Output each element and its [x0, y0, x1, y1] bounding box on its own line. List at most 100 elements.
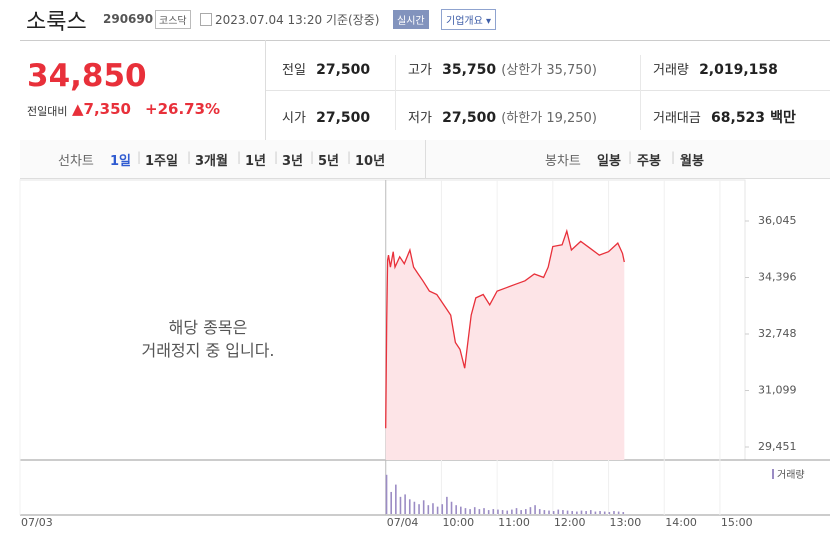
volume-bar: [487, 510, 490, 514]
period-tab[interactable]: 월봉: [680, 154, 704, 169]
change-rate: +26.73%: [145, 100, 221, 118]
period-tab[interactable]: 주봉: [637, 154, 661, 169]
y-tick-label: 29,451: [758, 440, 797, 453]
volume-bar: [413, 501, 416, 514]
volume-bar: [585, 511, 587, 514]
x-tick-label: 10:00: [442, 516, 474, 529]
tab-separator: |: [274, 150, 279, 164]
tab-separator: |: [137, 150, 142, 164]
cell-value: 27,500: [316, 62, 371, 78]
cell-value: 27,500: [316, 110, 371, 126]
volume-bar: [552, 511, 555, 514]
cell-label: 전일: [282, 63, 306, 78]
company-info-button[interactable]: 기업개요 ▾: [441, 9, 497, 30]
period-tab[interactable]: 3개월: [195, 154, 228, 169]
volume-bar: [422, 500, 425, 514]
volume-bar: [622, 512, 625, 514]
volume-bar: [613, 511, 615, 514]
price-area: [385, 231, 625, 460]
volume-bar: [548, 510, 550, 514]
cell-sub-value: 19,250: [546, 111, 592, 126]
period-tab[interactable]: 3년: [282, 154, 304, 169]
volume-bar: [599, 511, 601, 514]
cell-label: 거래대금: [653, 111, 701, 126]
x-tick-label: 11:00: [498, 516, 530, 529]
volume-bar: [566, 510, 569, 514]
period-tab[interactable]: 1년: [245, 154, 267, 169]
notice-line: 거래정지 중 입니다.: [141, 341, 275, 360]
notice-line: 해당 종목은: [168, 318, 248, 337]
volume-bar: [529, 507, 532, 514]
volume-bar: [418, 504, 420, 514]
divider: [265, 40, 266, 140]
volume-bar: [562, 510, 564, 514]
volume-bar: [594, 511, 597, 514]
volume-bar: [538, 509, 541, 514]
tab-separator: |: [310, 150, 315, 164]
x-tick-label: 07/03: [21, 516, 53, 529]
change-value: 7,350: [83, 100, 131, 118]
volume-bar: [460, 506, 462, 514]
legend-swatch: [772, 469, 774, 479]
x-tick-label: 12:00: [554, 516, 586, 529]
x-tick-label: 07/04: [387, 516, 419, 529]
volume-bar: [617, 511, 620, 514]
stock-name: 소룩스: [26, 10, 87, 35]
legend-label: 거래량: [777, 469, 805, 481]
volume-bar: [520, 510, 522, 514]
market-badge: 코스닥: [155, 10, 191, 29]
volume-bar: [543, 510, 546, 514]
period-tab[interactable]: 1주일: [145, 154, 178, 169]
x-tick-label: 15:00: [721, 516, 753, 529]
divider: [395, 55, 396, 130]
company-info-text: 기업개요: [446, 16, 483, 27]
volume-bar: [390, 491, 392, 514]
cell-value: 2,019,158: [699, 62, 778, 78]
volume-bar: [469, 509, 471, 514]
cell-value: 68,523: [711, 110, 766, 126]
cell-value: 35,750: [442, 62, 497, 78]
tab-group-label: 봉차트: [545, 154, 581, 169]
stock-code: 290690: [103, 12, 154, 26]
divider: [425, 140, 426, 178]
volume-bar: [497, 509, 499, 514]
price-line: [385, 228, 625, 429]
divider: [640, 55, 641, 130]
volume-bar: [501, 510, 504, 514]
x-tick-label: 13:00: [610, 516, 642, 529]
period-tab[interactable]: 10년: [355, 154, 386, 169]
volume-bar: [464, 508, 467, 514]
volume-bar: [404, 494, 406, 514]
y-tick-label: 31,099: [758, 384, 797, 397]
volume-bar: [580, 510, 583, 514]
tab-separator: |: [347, 150, 352, 164]
realtime-badge[interactable]: 실시간: [393, 10, 429, 29]
timestamp: 2023.07.04 13:20 기준(장중): [215, 13, 380, 27]
plot-frame: [19, 179, 746, 461]
volume-bar: [478, 509, 481, 514]
x-tick-label: 14:00: [665, 516, 697, 529]
tab-separator: |: [237, 150, 242, 164]
period-tab[interactable]: 5년: [318, 154, 340, 169]
period-tab[interactable]: 1일: [110, 154, 132, 169]
y-tick-label: 34,396: [758, 271, 797, 284]
volume-bar: [534, 505, 536, 514]
volume-bar: [511, 509, 513, 514]
volume-bar: [524, 509, 527, 514]
chart: 36,045 34,396 32,748 31,099 29,451 07/03 07/04…: [19, 179, 830, 529]
volume-bar: [515, 508, 518, 514]
volume-bar: [608, 512, 611, 514]
y-tick-label: 36,045: [758, 214, 797, 227]
cell-sub-value: 35,750: [546, 63, 592, 78]
cell-label: 거래량: [653, 63, 689, 78]
volume-bar: [399, 496, 402, 514]
calendar-icon: [200, 13, 212, 26]
tab-separator: |: [187, 150, 192, 164]
tab-separator: |: [628, 150, 633, 164]
cell-label: 저가: [408, 111, 432, 126]
volume-bar: [571, 511, 574, 514]
period-tab[interactable]: 일봉: [597, 154, 621, 169]
volume-bar: [395, 484, 397, 514]
cell-sub-label: 하한가: [506, 111, 543, 126]
